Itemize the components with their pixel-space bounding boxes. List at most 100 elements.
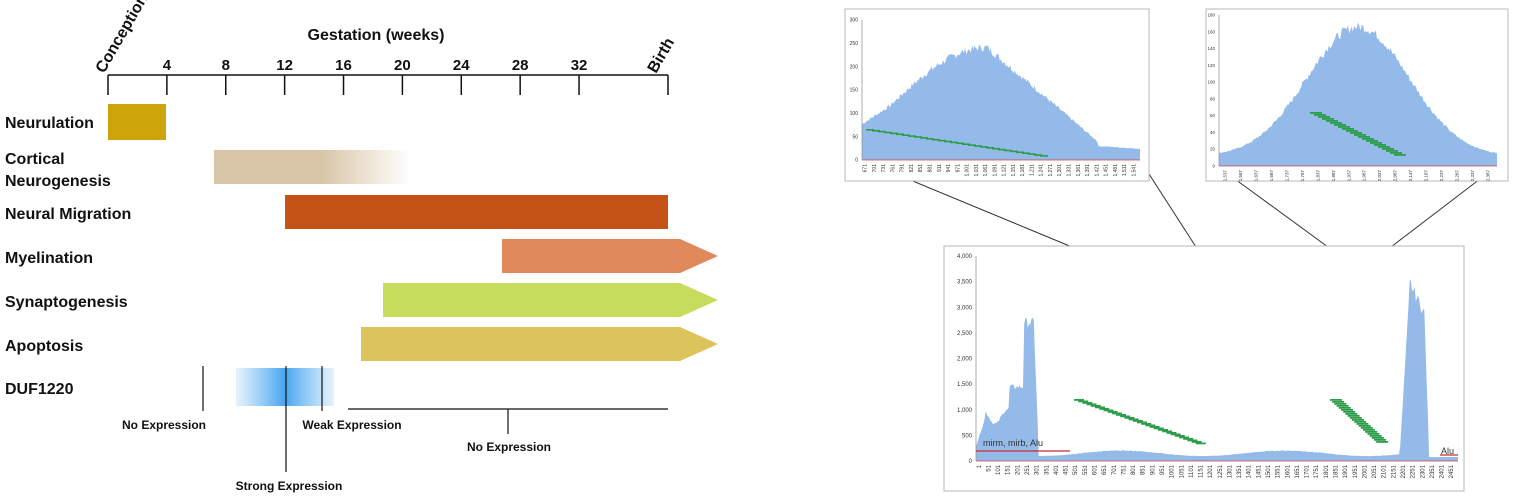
main-x-tick: 851 bbox=[1141, 464, 1147, 475]
repeat-mark bbox=[1191, 441, 1202, 443]
gene-label: DUF1220 bbox=[5, 381, 74, 398]
annotation-no-expression-left: No Expression bbox=[122, 418, 206, 432]
repeat-mark bbox=[1342, 128, 1354, 130]
zoom-right-x-tick: 1,787 bbox=[1300, 170, 1305, 182]
bar-apoptosis bbox=[361, 327, 718, 361]
main-x-tick: 1701 bbox=[1305, 464, 1311, 478]
bar-neurulation bbox=[108, 104, 166, 140]
zoom-right-y-tick: 140 bbox=[1207, 46, 1215, 51]
bar-neural-migration bbox=[285, 195, 668, 229]
repeat-mark bbox=[1338, 126, 1350, 128]
zoom-right-x-tick: 1,687 bbox=[1269, 170, 1274, 182]
repeat-mark bbox=[1128, 418, 1139, 421]
zoom-right-y-tick: 0 bbox=[1212, 164, 1215, 169]
repeat-mark bbox=[914, 136, 922, 138]
zoom-left-x-tick: 971 bbox=[955, 164, 961, 173]
zoom-left-x-tick: 1,481 bbox=[1113, 164, 1119, 177]
main-axes: 4,0003,5003,0002,5002,0001,5001,00050001… bbox=[957, 254, 1458, 478]
bar-myelination bbox=[502, 239, 718, 273]
zoom-right-y-tick: 40 bbox=[1210, 130, 1216, 135]
zoom-left-x-tick: 851 bbox=[918, 164, 924, 173]
repeat-mark bbox=[1358, 136, 1370, 138]
repeat-mark bbox=[1363, 429, 1375, 431]
main-x-tick: 501 bbox=[1073, 464, 1079, 475]
repeat-mark bbox=[1124, 417, 1135, 419]
main-x-tick: 151 bbox=[1006, 464, 1012, 475]
timeline-tick-label: 4 bbox=[163, 57, 172, 74]
main-x-tick: 401 bbox=[1054, 464, 1060, 475]
zoom-left-x-tick: 1,451 bbox=[1104, 164, 1110, 177]
repeat-mark bbox=[1103, 409, 1114, 412]
main-y-tick: 1,000 bbox=[957, 408, 973, 414]
repeat-mark bbox=[986, 147, 994, 149]
repeat-mark bbox=[1394, 154, 1406, 156]
repeat-mark bbox=[1330, 122, 1342, 124]
zoom-left-x-tick: 1,001 bbox=[965, 164, 971, 177]
repeat-mark bbox=[1374, 439, 1386, 441]
zoom-right-axes: 180 160 140 120 100 80 60 40 20 0 1,537 1,587 1,637 1… bbox=[1207, 13, 1497, 182]
main-x-tick: 901 bbox=[1150, 464, 1156, 475]
main-y-tick: 2,000 bbox=[957, 357, 973, 363]
zoom-left-x-tick: 1,061 bbox=[983, 164, 989, 177]
coverage-path bbox=[1219, 22, 1497, 167]
main-x-tick: 1051 bbox=[1179, 464, 1185, 478]
repeat-mark bbox=[1386, 150, 1398, 152]
zoom-left-y-tick: 100 bbox=[850, 111, 859, 117]
zoom-right-x-tick: 1,637 bbox=[1254, 170, 1259, 182]
main-x-tick: 1451 bbox=[1256, 464, 1262, 478]
repeat-mark bbox=[1343, 411, 1356, 413]
repeat-mark bbox=[1330, 399, 1342, 401]
main-x-tick: 301 bbox=[1035, 464, 1041, 475]
annotation-strong-expression: Strong Expression bbox=[236, 479, 343, 493]
zoom-left-x-tick: 1,331 bbox=[1067, 164, 1073, 177]
repeat-mark bbox=[1179, 436, 1189, 439]
repeat-mark bbox=[1040, 155, 1048, 157]
main-x-tick: 101 bbox=[996, 464, 1002, 475]
zoom-right-x-tick: 1,987 bbox=[1362, 170, 1367, 182]
repeat-mark bbox=[1362, 138, 1374, 140]
repeat-mark bbox=[1376, 441, 1389, 443]
repeat-mark bbox=[1082, 402, 1093, 404]
zoom-right-x-tick: 1,887 bbox=[1331, 170, 1336, 182]
main-x-tick: 1251 bbox=[1218, 464, 1224, 478]
zoom-left-x-tick: 1,271 bbox=[1048, 164, 1054, 177]
zoom-left-y-tick: 200 bbox=[850, 64, 859, 70]
zoom-left-x-tick: 731 bbox=[881, 164, 887, 173]
repeat-mark bbox=[1378, 146, 1390, 148]
main-x-tick: 201 bbox=[1015, 464, 1021, 475]
zoom-left-y-tick: 50 bbox=[852, 134, 858, 140]
main-y-tick: 1,500 bbox=[957, 382, 973, 388]
repeat-mark bbox=[1350, 132, 1362, 134]
repeat-mark bbox=[1356, 423, 1369, 425]
main-x-tick: 1001 bbox=[1170, 464, 1176, 478]
repeat-mark bbox=[926, 138, 934, 140]
repeat-mark bbox=[890, 132, 898, 135]
repeat-mark bbox=[1099, 408, 1110, 410]
main-y-tick: 500 bbox=[962, 433, 973, 439]
zoom-right-x-tick: 2,287 bbox=[1454, 170, 1459, 182]
coverage-path bbox=[976, 279, 1458, 461]
repeat-mark bbox=[1352, 419, 1364, 421]
repeat-mark bbox=[1390, 152, 1402, 154]
repeat-mark bbox=[1090, 405, 1101, 407]
timeline-tick-label: 8 bbox=[222, 57, 230, 74]
main-y-tick: 0 bbox=[969, 459, 973, 465]
zoom-left-x-tick: 761 bbox=[890, 164, 896, 173]
repeat-mark bbox=[1334, 124, 1346, 126]
main-x-tick: 2051 bbox=[1372, 464, 1378, 478]
zoom-right-y-tick: 100 bbox=[1207, 80, 1215, 85]
main-x-tick: 1601 bbox=[1285, 464, 1291, 478]
repeat-mark bbox=[1358, 425, 1371, 427]
zoom-right-y-tick: 160 bbox=[1207, 29, 1215, 34]
zoom-right-x-tick: 1,587 bbox=[1238, 170, 1243, 182]
main-x-tick: 1651 bbox=[1295, 464, 1301, 478]
zoom-left-x-tick: 791 bbox=[900, 164, 906, 173]
main-x-tick: 1801 bbox=[1324, 464, 1330, 478]
repeat-mark bbox=[1034, 154, 1042, 156]
repeat-mark bbox=[1345, 413, 1358, 415]
repeat-mark bbox=[884, 131, 892, 134]
repeat-mark bbox=[1354, 134, 1366, 136]
zoom-left-coverage-area bbox=[862, 44, 1140, 160]
timeline-tick-label: 28 bbox=[512, 57, 529, 74]
